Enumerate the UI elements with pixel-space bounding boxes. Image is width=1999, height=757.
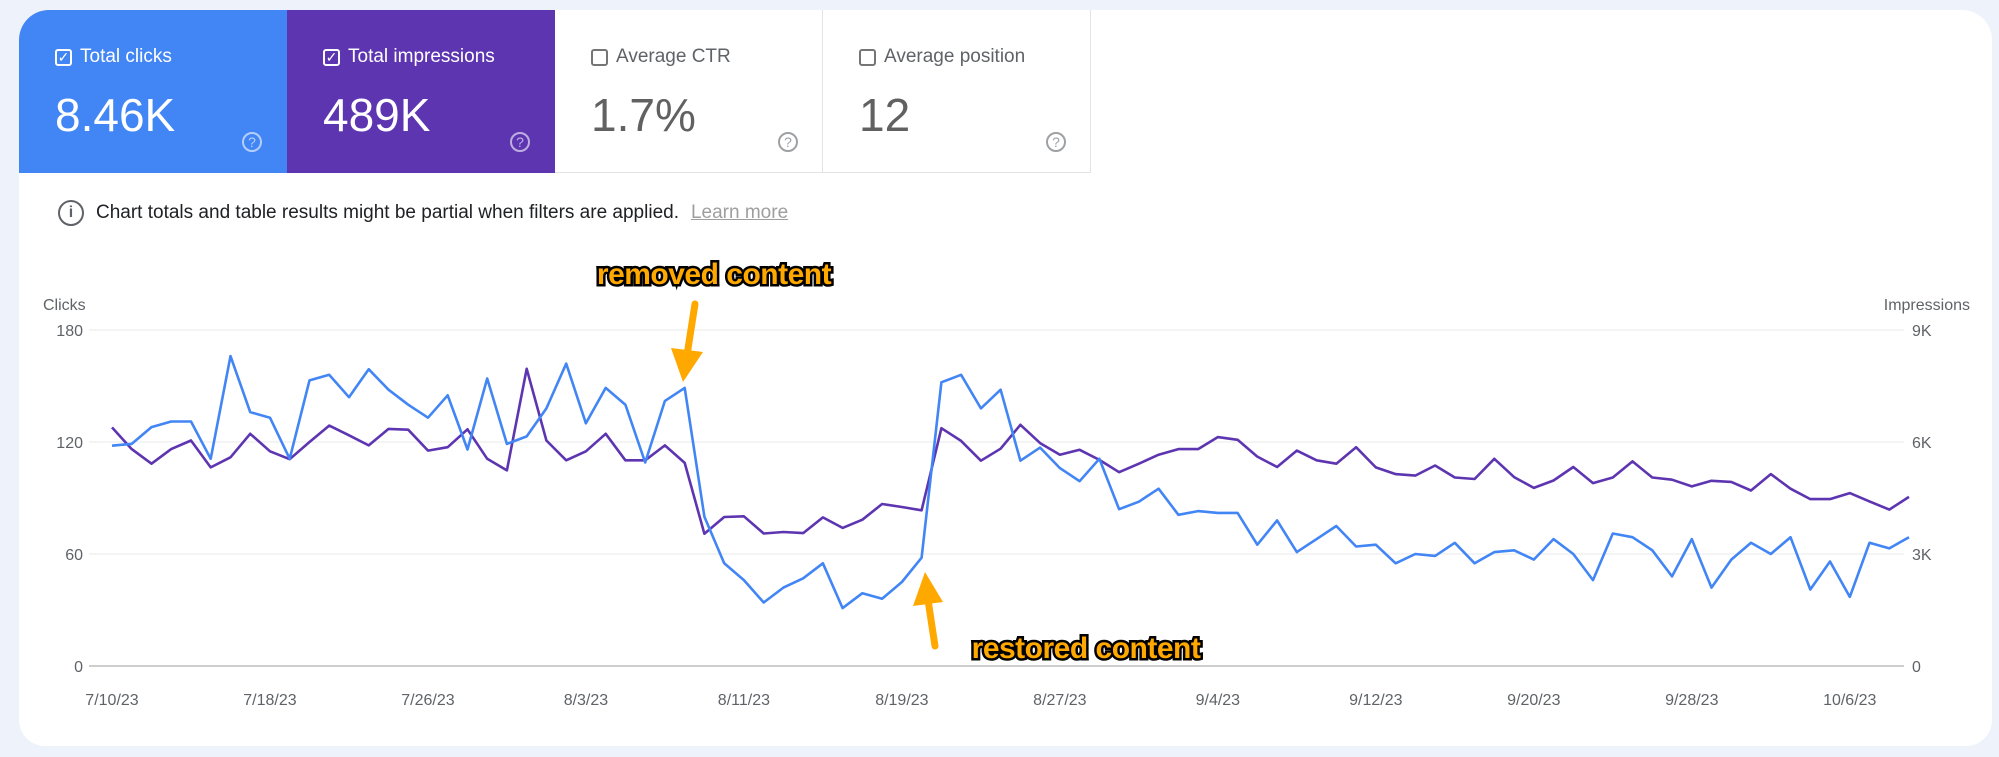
x-axis-tick-label: 8/11/23 <box>718 692 770 709</box>
metric-label: Average CTR <box>616 46 731 67</box>
metric-tile-average-ctr[interactable]: Average CTR 1.7% ? <box>555 10 823 173</box>
metric-value: 1.7% <box>591 89 696 141</box>
x-axis-tick-label: 9/28/23 <box>1665 692 1718 709</box>
metric-tiles: ✓ Total clicks 8.46K ? ✓ Total impressions… <box>19 10 1091 173</box>
annotation-removed-label: removed content <box>597 258 832 291</box>
checkbox-checked-icon[interactable]: ✓ <box>55 48 72 66</box>
checkbox-checked-icon[interactable]: ✓ <box>323 48 340 66</box>
help-icon[interactable]: ? <box>1046 132 1066 152</box>
metric-tile-total-clicks[interactable]: ✓ Total clicks 8.46K ? <box>19 10 287 173</box>
arrow-up-icon <box>913 572 943 650</box>
right-axis-tick-label: 3K <box>1912 547 1932 564</box>
x-axis-tick-label: 7/26/23 <box>401 692 454 709</box>
x-axis-tick-label: 9/20/23 <box>1507 692 1560 709</box>
help-icon[interactable]: ? <box>242 132 262 152</box>
info-text: Chart totals and table results might be … <box>96 202 679 223</box>
help-icon[interactable]: ? <box>778 132 798 152</box>
metric-value: 8.46K <box>55 89 176 141</box>
checkbox-unchecked-icon[interactable] <box>591 48 608 66</box>
x-axis-tick-label: 8/19/23 <box>875 692 928 709</box>
left-axis-tick-label: 0 <box>74 659 83 676</box>
left-axis-tick-label: 120 <box>56 435 83 452</box>
annotation-restored-label: restored content <box>972 632 1201 665</box>
metric-value: 489K <box>323 89 431 141</box>
learn-more-link[interactable]: Learn more <box>690 202 789 223</box>
info-icon: i <box>58 200 84 226</box>
help-icon[interactable]: ? <box>510 132 530 152</box>
left-axis-tick-label: 60 <box>65 547 83 564</box>
performance-chart: Clicks Impressions 0 0 60 3K 120 6K 180 9K 7/10/… <box>43 256 1970 710</box>
metric-value: 12 <box>859 89 911 141</box>
filter-info-notice: i Chart totals and table results might b… <box>58 200 788 226</box>
x-axis-tick-label: 9/12/23 <box>1349 692 1402 709</box>
x-axis-tick-label: 8/27/23 <box>1033 692 1086 709</box>
x-axis-tick-label: 10/6/23 <box>1823 692 1876 709</box>
x-axis-tick-label: 8/3/23 <box>564 692 609 709</box>
x-axis-tick-label: 7/10/23 <box>85 692 138 709</box>
metric-tile-average-position[interactable]: Average position 12 ? <box>823 10 1091 173</box>
performance-card: ✓ Total clicks 8.46K ? ✓ Total impressions… <box>19 10 1992 746</box>
x-axis-tick-label: 9/4/23 <box>1196 692 1241 709</box>
x-axis-tick-label: 7/18/23 <box>243 692 296 709</box>
right-axis-tick-label: 6K <box>1912 435 1932 452</box>
arrow-down-icon <box>671 300 703 382</box>
annotation-removed: removed content <box>594 256 835 382</box>
left-axis-title: Clicks <box>43 297 86 314</box>
metric-label: Total clicks <box>80 46 172 67</box>
series-line-clicks <box>111 354 1910 610</box>
right-axis-title: Impressions <box>1884 297 1970 314</box>
metric-tile-total-impressions[interactable]: ✓ Total impressions 489K ? <box>287 10 555 173</box>
metric-label: Total impressions <box>348 46 495 67</box>
checkbox-unchecked-icon[interactable] <box>859 48 876 66</box>
right-axis-tick-label: 9K <box>1912 323 1932 340</box>
series-line-impressions <box>111 367 1910 536</box>
right-axis-tick-label: 0 <box>1912 659 1921 676</box>
annotation-restored: restored content <box>913 572 1204 668</box>
metric-label: Average position <box>884 46 1026 67</box>
left-axis-tick-label: 180 <box>56 323 83 340</box>
